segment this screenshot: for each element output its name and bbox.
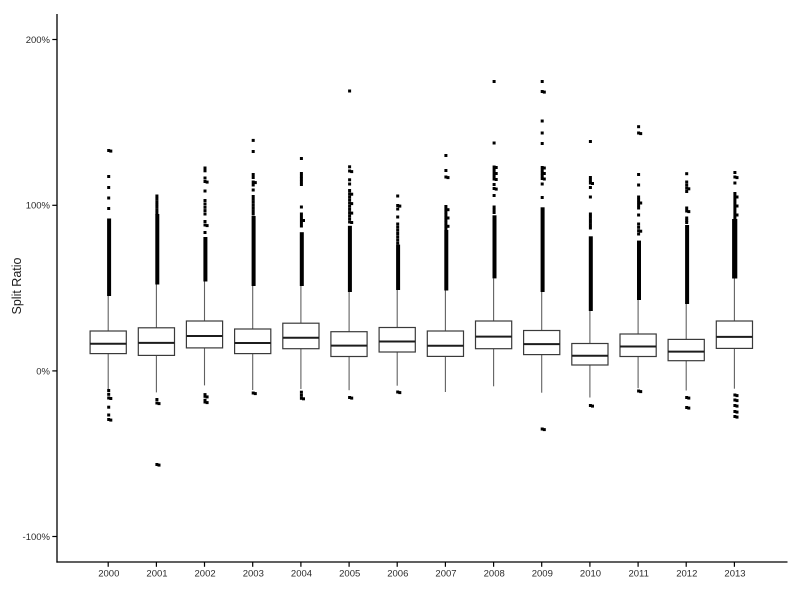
svg-text:2005: 2005 (339, 568, 360, 579)
svg-text:2002: 2002 (195, 568, 216, 579)
svg-text:2003: 2003 (243, 568, 264, 579)
svg-text:2012: 2012 (676, 568, 697, 579)
svg-text:2006: 2006 (387, 568, 408, 579)
svg-text:-100%: -100% (23, 532, 51, 543)
svg-text:200%: 200% (26, 35, 51, 46)
svg-text:2007: 2007 (435, 568, 456, 579)
svg-text:2010: 2010 (580, 568, 601, 579)
svg-text:2011: 2011 (628, 568, 648, 579)
svg-text:2008: 2008 (484, 568, 505, 579)
svg-text:2000: 2000 (98, 568, 119, 579)
svg-text:100%: 100% (26, 201, 51, 212)
svg-text:2013: 2013 (724, 568, 745, 579)
svg-text:2004: 2004 (291, 568, 312, 579)
svg-text:0%: 0% (36, 366, 50, 377)
svg-text:2009: 2009 (532, 568, 553, 579)
svg-text:2001: 2001 (146, 568, 167, 579)
svg-text:Split Ratio: Split Ratio (10, 257, 24, 314)
